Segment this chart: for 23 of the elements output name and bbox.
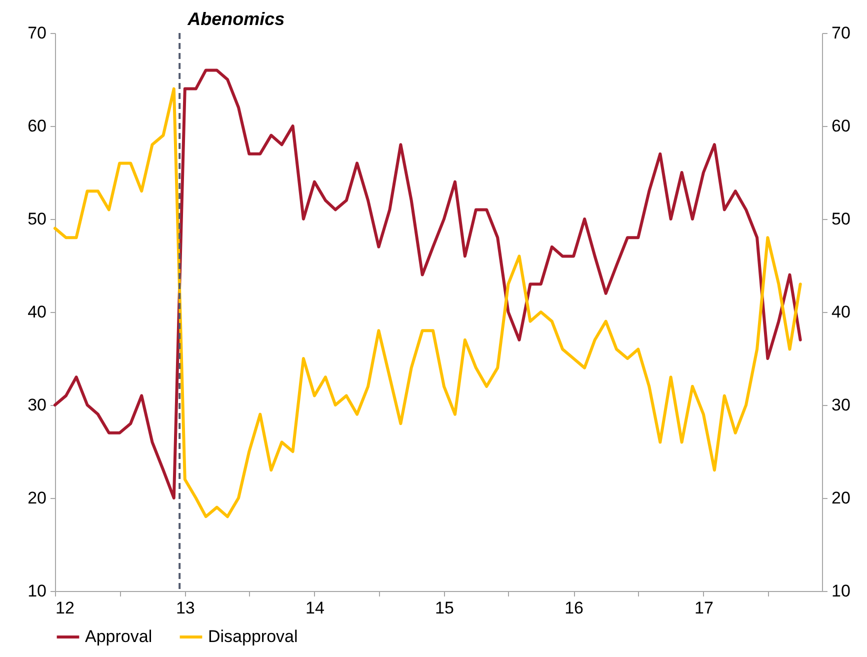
y-tick-label: 50 xyxy=(28,210,46,228)
y-tick-label: 70 xyxy=(28,24,46,42)
x-tick-label: 15 xyxy=(435,598,454,618)
y-tick-label: 20 xyxy=(28,488,46,508)
x-tick-label: 13 xyxy=(176,598,195,618)
y2-tick-label: 10 xyxy=(832,582,850,600)
y2-tick-label: 60 xyxy=(832,116,850,136)
legend-label: Disapproval xyxy=(208,627,298,646)
x-tick-label: 14 xyxy=(305,598,324,618)
y2-tick-label: 50 xyxy=(832,210,850,228)
y-tick-label: 60 xyxy=(28,116,46,136)
y2-tick-label: 30 xyxy=(832,396,850,414)
y-tick-label: 10 xyxy=(28,582,46,600)
y-tick-label: 40 xyxy=(28,302,46,322)
y2-tick-label: 20 xyxy=(832,488,850,508)
x-tick-label: 16 xyxy=(564,598,584,618)
x-tick-label: 12 xyxy=(56,598,74,618)
y-tick-label: 30 xyxy=(28,396,46,414)
y2-tick-label: 40 xyxy=(832,302,850,322)
y2-tick-label: 70 xyxy=(832,24,850,42)
x-tick-label: 17 xyxy=(694,598,714,618)
ref-line-label: Abenomics xyxy=(186,9,285,29)
legend-label: Approval xyxy=(85,627,152,646)
